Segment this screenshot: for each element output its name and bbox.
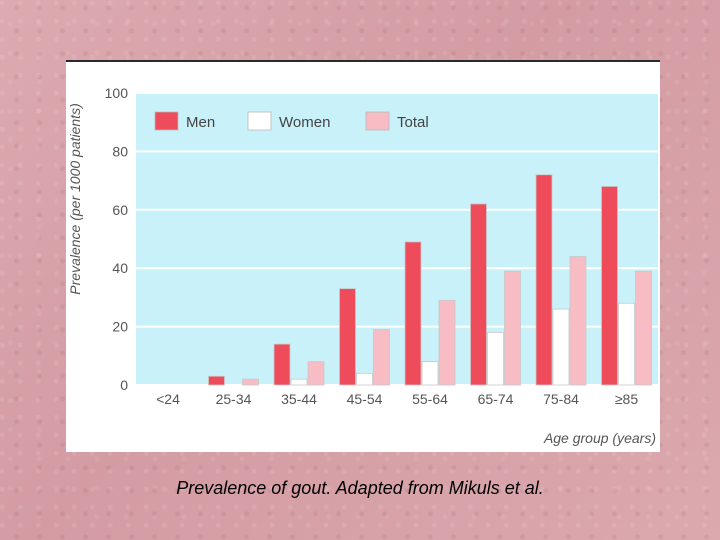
bar-total-5 xyxy=(504,270,521,386)
bar-men-2 xyxy=(273,343,291,386)
bar-total-2 xyxy=(307,361,325,386)
y-tick-label: 100 xyxy=(105,85,129,101)
y-tick-label: 40 xyxy=(112,260,128,276)
legend-swatch-women xyxy=(247,111,272,131)
bar-total-7 xyxy=(635,270,652,386)
y-tick-label: 0 xyxy=(120,377,128,393)
bar-total-1 xyxy=(242,378,259,386)
x-axis-label: Age group (years) xyxy=(543,430,656,446)
x-tick-label: 25-34 xyxy=(216,391,252,407)
x-tick-label: 35-44 xyxy=(281,391,317,407)
legend-swatch-men xyxy=(154,111,179,131)
bar-total-6 xyxy=(569,256,587,386)
y-tick-label: 60 xyxy=(112,202,128,218)
bar-men-3 xyxy=(339,288,356,386)
bar-total-4 xyxy=(438,299,456,386)
legend-label-men: Men xyxy=(186,114,215,131)
y-axis-label: Prevalence (per 1000 patients) xyxy=(67,103,83,294)
x-tick-label: 45-54 xyxy=(347,391,383,407)
bar-total-3 xyxy=(373,329,390,386)
x-tick-label: <24 xyxy=(156,391,180,407)
figure-caption: Prevalence of gout. Adapted from Mikuls … xyxy=(176,478,544,498)
x-tick-label: 55-64 xyxy=(412,391,448,407)
bar-women-3 xyxy=(356,372,373,386)
bar-men-5 xyxy=(470,203,487,386)
bar-women-2 xyxy=(290,378,308,386)
legend-swatch-total xyxy=(365,111,390,131)
bar-men-6 xyxy=(535,174,553,386)
bar-men-4 xyxy=(404,241,422,386)
bar-women-4 xyxy=(421,361,439,386)
y-tick-label: 80 xyxy=(112,143,128,159)
x-tick-label: ≥85 xyxy=(615,391,638,407)
bar-men-1 xyxy=(208,375,225,386)
bar-women-6 xyxy=(552,308,570,386)
x-tick-label: 75-84 xyxy=(543,391,579,407)
y-tick-label: 20 xyxy=(112,319,128,335)
bar-women-7 xyxy=(618,302,635,386)
bar-women-5 xyxy=(487,332,504,386)
x-tick-label: 65-74 xyxy=(478,391,514,407)
legend-label-women: Women xyxy=(279,114,330,131)
bar-men-7 xyxy=(601,186,618,386)
legend-label-total: Total xyxy=(397,114,429,131)
